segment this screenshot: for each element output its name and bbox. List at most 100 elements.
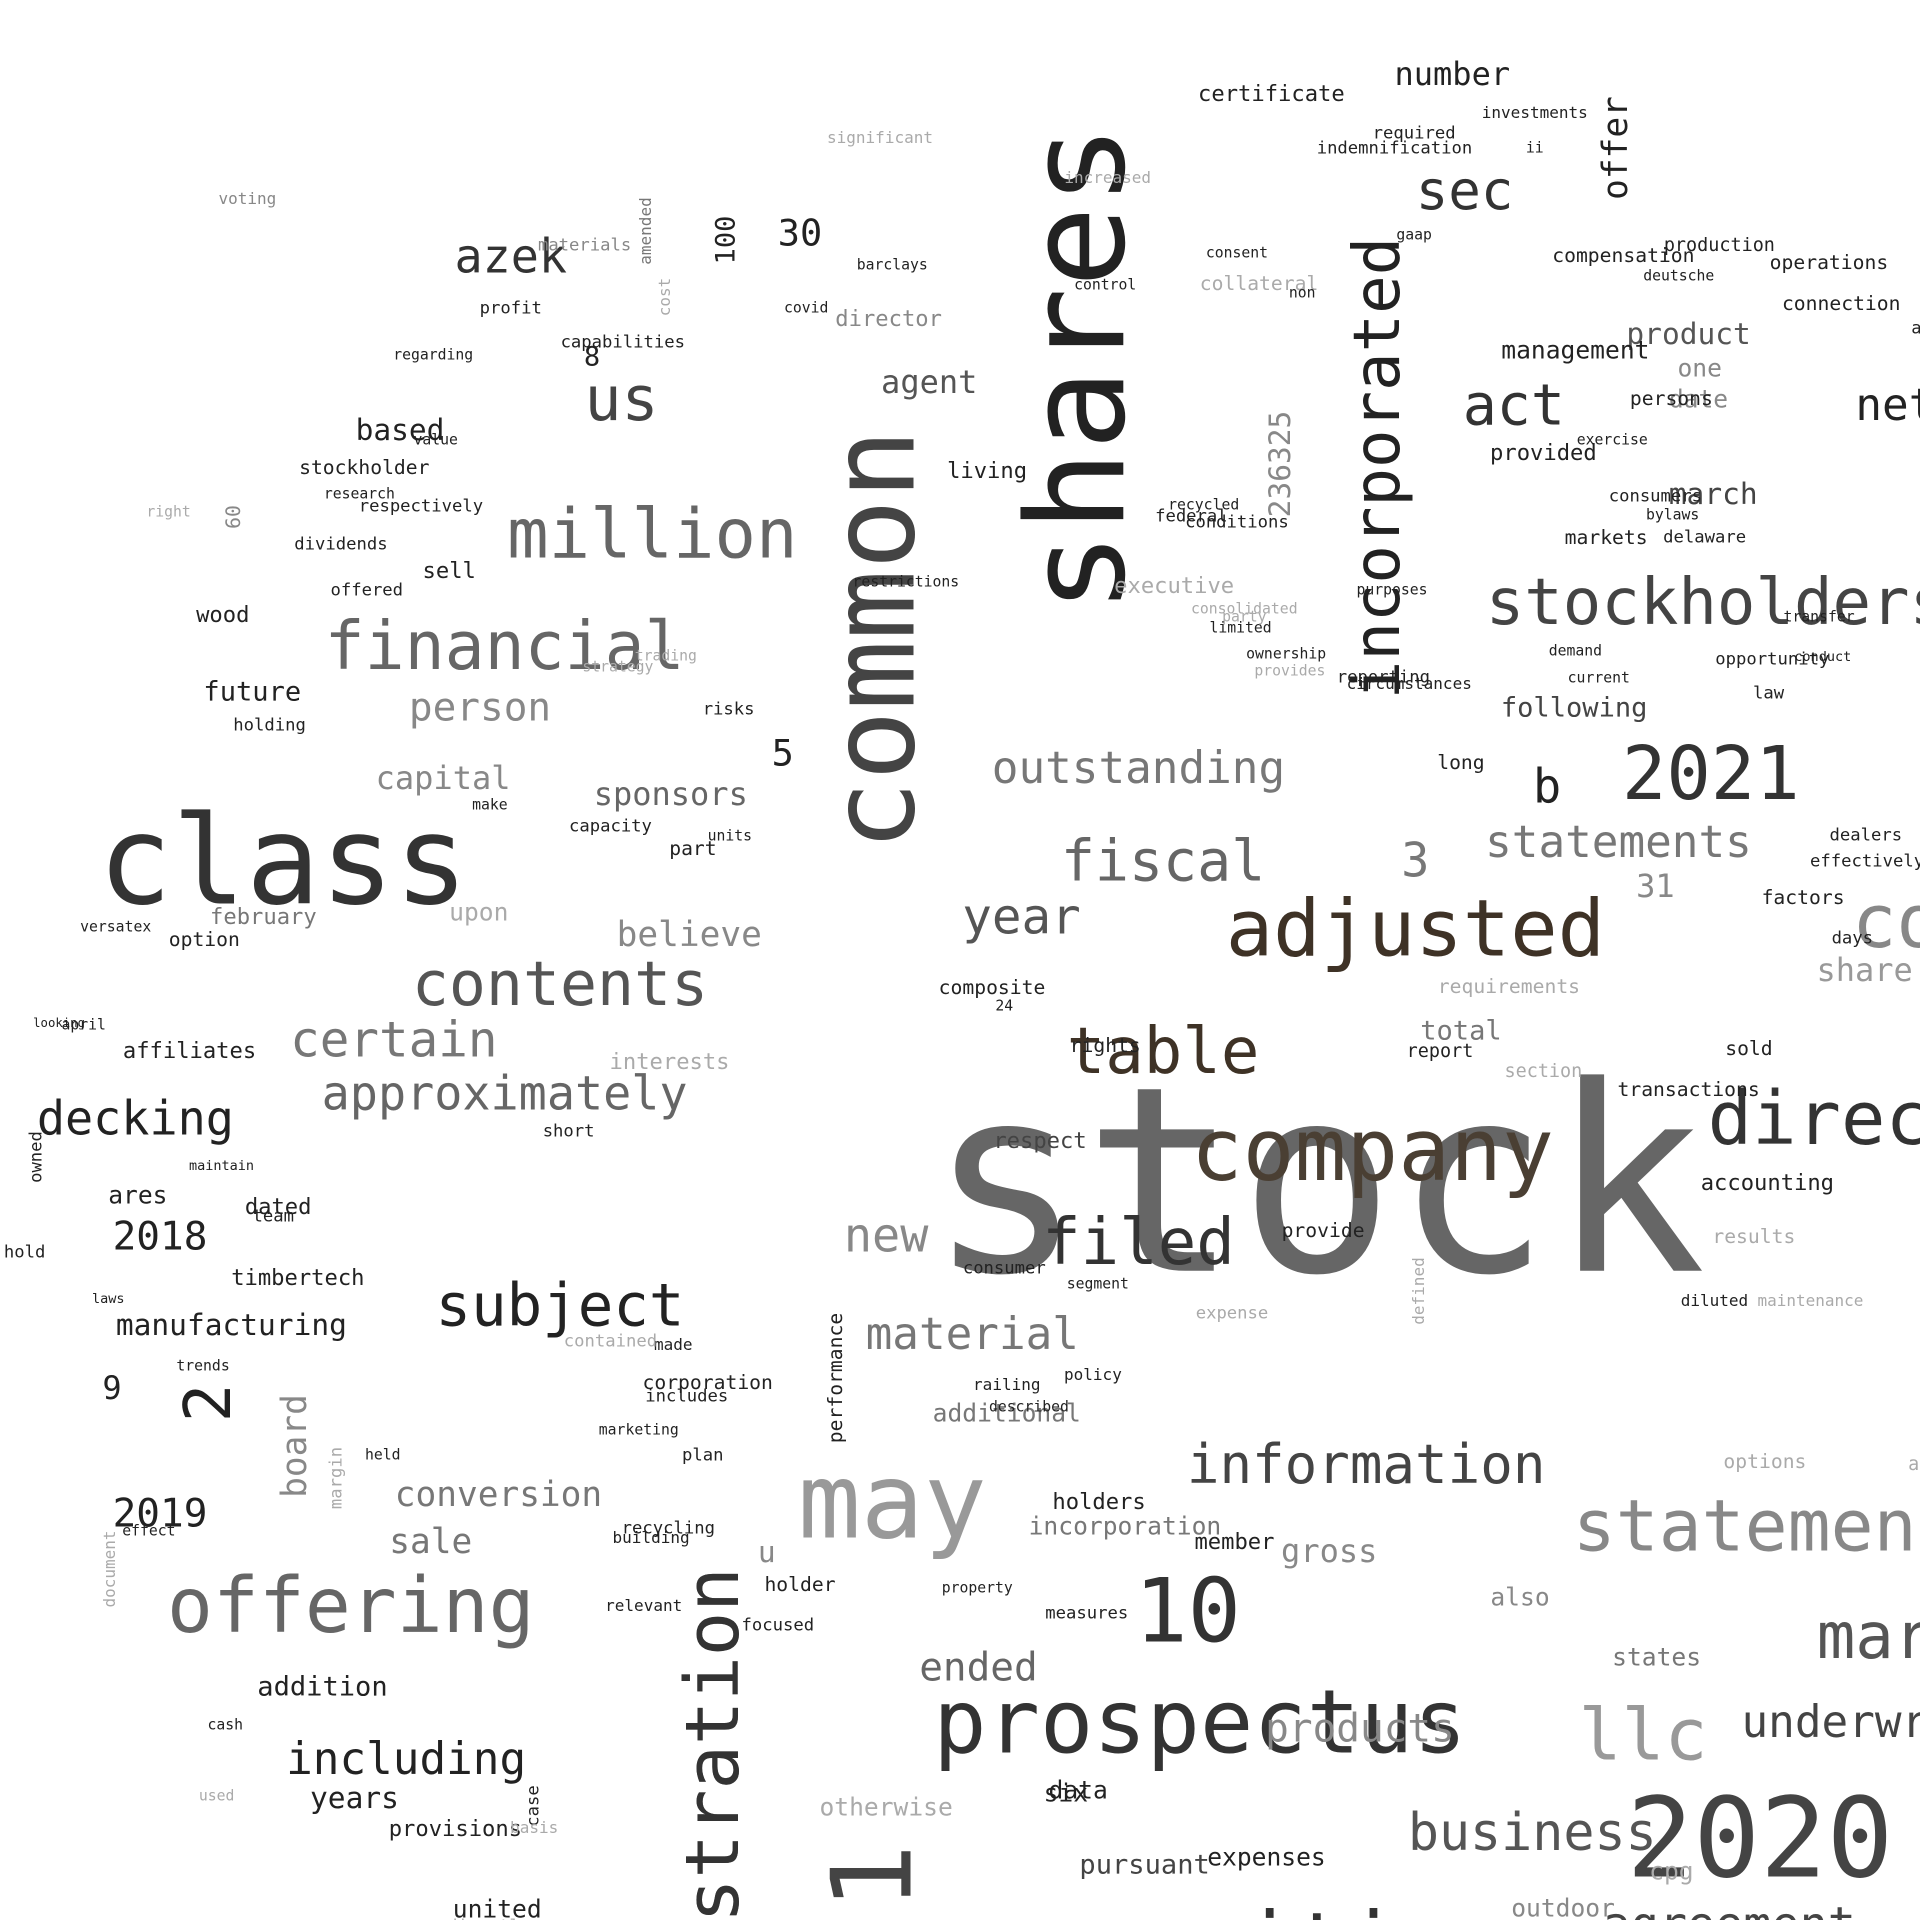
cloud-word: stock bbox=[927, 1030, 1706, 1332]
cloud-word: railing bbox=[973, 1374, 1041, 1394]
cloud-word: 100 bbox=[710, 215, 742, 265]
cloud-word: 2021 bbox=[1621, 731, 1800, 818]
cloud-word: table bbox=[1066, 1015, 1260, 1090]
cloud-word: business bbox=[1407, 1803, 1657, 1863]
cloud-word: member bbox=[1194, 1529, 1275, 1556]
cloud-word: u bbox=[757, 1535, 776, 1570]
cloud-word: increased bbox=[1064, 168, 1152, 188]
cloud-word: april bbox=[61, 1017, 106, 1035]
cloud-word: reporting bbox=[1336, 667, 1431, 688]
cloud-word: cost bbox=[654, 277, 674, 316]
cloud-word: offered bbox=[330, 580, 404, 601]
cloud-word: offer bbox=[1595, 95, 1636, 200]
cloud-word: 9 bbox=[102, 1369, 122, 1408]
cloud-word: basis bbox=[510, 1817, 559, 1837]
cloud-word: purposes bbox=[1356, 581, 1428, 599]
cloud-word: risks bbox=[702, 699, 755, 720]
cloud-word: materials bbox=[537, 235, 632, 256]
cloud-word: manufacturing bbox=[115, 1307, 347, 1342]
cloud-word: performance bbox=[823, 1313, 847, 1444]
cloud-word: wood bbox=[196, 602, 250, 629]
cloud-word: sold bbox=[1725, 1036, 1773, 1060]
cloud-word: sponsors bbox=[593, 774, 748, 813]
cloud-word: interests bbox=[609, 1049, 730, 1076]
cloud-word: also bbox=[1490, 1582, 1550, 1612]
cloud-word: financial bbox=[324, 606, 685, 685]
cloud-word: amended bbox=[636, 197, 656, 266]
cloud-word: living bbox=[947, 458, 1028, 485]
cloud-word: team bbox=[252, 1206, 294, 1227]
cloud-word: upon bbox=[449, 897, 509, 927]
cloud-word: part bbox=[669, 837, 717, 861]
cloud-word: looking bbox=[33, 1015, 85, 1030]
cloud-word: units bbox=[707, 827, 753, 845]
cloud-word: control bbox=[1074, 276, 1137, 294]
cloud-word: approximately bbox=[321, 1067, 688, 1122]
cloud-word: demand bbox=[1548, 642, 1603, 660]
cloud-word: consent bbox=[1205, 244, 1269, 262]
cloud-word: policy bbox=[1064, 1364, 1122, 1384]
cloud-word: registration bbox=[669, 1567, 756, 1920]
cloud-word: otherwise bbox=[819, 1792, 953, 1822]
cloud-word: year bbox=[962, 887, 1081, 946]
cloud-word: laws bbox=[92, 1290, 125, 1307]
cloud-word: addition bbox=[257, 1671, 388, 1703]
cloud-word: conduct bbox=[1794, 649, 1852, 666]
cloud-word: 3 bbox=[1401, 834, 1430, 889]
cloud-word: agreement bbox=[1603, 1902, 1856, 1920]
cloud-word: document bbox=[99, 1530, 119, 1608]
cloud-word: composite bbox=[938, 976, 1046, 1000]
cloud-word: law bbox=[1753, 683, 1785, 704]
cloud-word: cpg bbox=[1649, 1856, 1694, 1886]
cloud-word: board bbox=[275, 1394, 316, 1498]
cloud-word: data bbox=[1048, 1775, 1108, 1805]
cloud-word: includes bbox=[645, 1386, 729, 1407]
cloud-word: costs bbox=[1851, 879, 1920, 966]
cloud-word: maintain bbox=[188, 1158, 255, 1174]
cloud-word: marketing bbox=[598, 1421, 679, 1439]
cloud-word: directly bbox=[447, 1918, 530, 1920]
cloud-word: accordance bbox=[1911, 317, 1920, 338]
cloud-word: director bbox=[835, 305, 942, 332]
cloud-word: respect bbox=[993, 1127, 1087, 1154]
cloud-word: believe bbox=[616, 915, 762, 956]
cloud-word: share bbox=[1816, 950, 1913, 989]
cloud-word: ability bbox=[1908, 1453, 1920, 1475]
cloud-word: statement bbox=[1572, 1484, 1920, 1568]
cloud-word: federal bbox=[1155, 506, 1228, 527]
cloud-word: provide bbox=[1281, 1218, 1365, 1242]
cloud-word: us bbox=[584, 363, 659, 436]
cloud-word: requirements bbox=[1437, 975, 1581, 999]
cloud-word: directors bbox=[1707, 1076, 1920, 1163]
cloud-word: right bbox=[146, 503, 191, 521]
cloud-word: 5 bbox=[771, 731, 794, 775]
cloud-word: measures bbox=[1045, 1602, 1129, 1623]
cloud-word: products bbox=[1265, 1705, 1455, 1752]
cloud-word: ownership bbox=[1246, 645, 1327, 663]
cloud-word: maintenance bbox=[1757, 1290, 1864, 1310]
cloud-word: information bbox=[1186, 1432, 1546, 1496]
cloud-word: million bbox=[507, 494, 798, 575]
cloud-word: 1 bbox=[808, 1843, 938, 1911]
cloud-word: contents bbox=[411, 947, 709, 1020]
cloud-word: common bbox=[804, 428, 942, 852]
cloud-word: relevant bbox=[605, 1596, 683, 1616]
cloud-word: investments bbox=[1481, 103, 1588, 123]
cloud-word: including bbox=[286, 1733, 527, 1785]
cloud-word: accounting bbox=[1700, 1169, 1835, 1196]
cloud-word: used bbox=[198, 1787, 235, 1805]
cloud-word: underwriters bbox=[1741, 1696, 1920, 1748]
cloud-word: based bbox=[355, 413, 445, 447]
cloud-word: make bbox=[472, 796, 508, 814]
cloud-word: form bbox=[1914, 444, 1920, 516]
cloud-word: collateral bbox=[1199, 272, 1319, 296]
cloud-word: timbertech bbox=[231, 1264, 365, 1291]
cloud-word: llc bbox=[1578, 1693, 1708, 1777]
cloud-word: one bbox=[1677, 353, 1722, 383]
cloud-word: cash bbox=[207, 1716, 243, 1734]
cloud-word: plan bbox=[682, 1445, 724, 1466]
cloud-word: described bbox=[988, 1398, 1069, 1416]
cloud-word: incorporated bbox=[1341, 236, 1416, 699]
cloud-word: sec bbox=[1415, 158, 1514, 222]
